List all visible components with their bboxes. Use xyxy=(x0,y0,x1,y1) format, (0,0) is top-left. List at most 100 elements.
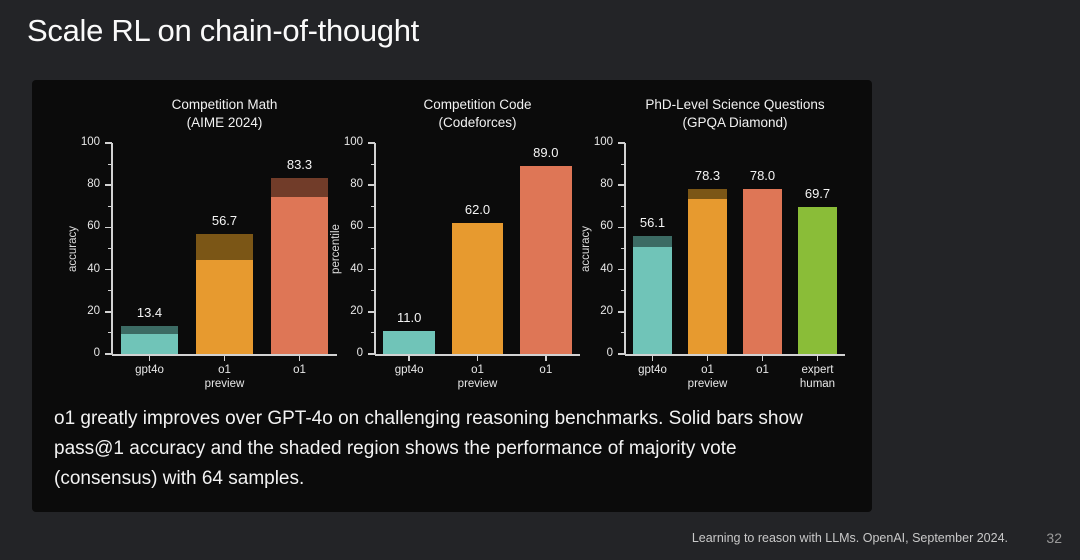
x-tick xyxy=(761,355,764,361)
y-major-tick xyxy=(105,268,112,271)
y-major-tick xyxy=(618,226,625,229)
page-number: 32 xyxy=(1046,530,1062,546)
bar xyxy=(519,166,572,354)
y-minor-tick xyxy=(621,247,625,250)
x-axis-line xyxy=(625,354,845,356)
y-major-tick xyxy=(618,184,625,186)
y-tick-label: 80 xyxy=(87,178,100,191)
bar xyxy=(121,334,178,354)
y-tick-label: 0 xyxy=(606,347,613,359)
y-axis-line xyxy=(624,143,626,355)
y-major-tick xyxy=(105,142,112,144)
y-tick-label: 20 xyxy=(350,304,363,317)
y-tick-label: 60 xyxy=(87,220,100,233)
y-tick-label: 60 xyxy=(350,220,363,233)
x-tick xyxy=(298,355,301,361)
y-major-tick xyxy=(368,353,375,355)
bar-value-label: 11.0 xyxy=(396,309,422,325)
y-major-tick xyxy=(105,184,112,186)
x-category-label: o1 xyxy=(539,364,553,376)
x-category-label: o1 preview xyxy=(687,364,728,390)
x-category-label: o1 xyxy=(756,364,769,376)
y-major-tick xyxy=(618,353,625,355)
y-minor-tick xyxy=(621,163,625,165)
y-tick-label: 80 xyxy=(350,178,363,191)
y-axis-line xyxy=(111,143,113,355)
bar xyxy=(383,330,436,354)
y-tick-label: 100 xyxy=(593,136,613,148)
y-major-tick xyxy=(105,353,112,355)
y-tick-label: 20 xyxy=(87,304,100,317)
bar-value-label: 83.3 xyxy=(286,157,313,173)
x-tick xyxy=(476,355,479,361)
bar xyxy=(688,199,727,354)
caption-text: o1 greatly improves over GPT-4o on chall… xyxy=(54,408,803,489)
x-tick xyxy=(706,355,709,361)
slide-title: Scale RL on chain-of-thought xyxy=(27,13,419,48)
y-tick-label: 0 xyxy=(356,347,363,359)
y-major-tick xyxy=(105,226,112,229)
y-tick-label: 40 xyxy=(600,262,613,275)
y-tick-label: 100 xyxy=(80,136,100,148)
y-major-tick xyxy=(105,311,112,313)
y-axis-line xyxy=(374,143,376,355)
y-major-tick xyxy=(368,268,375,271)
bar xyxy=(633,247,672,354)
bar xyxy=(196,259,253,354)
y-minor-tick xyxy=(621,205,625,207)
y-major-tick xyxy=(368,226,375,229)
y-major-tick xyxy=(368,184,375,186)
x-tick xyxy=(545,355,547,361)
x-tick xyxy=(148,355,151,361)
x-tick xyxy=(408,355,410,361)
bar xyxy=(798,206,837,354)
y-minor-tick xyxy=(108,163,112,165)
bar xyxy=(743,189,782,354)
y-major-tick xyxy=(618,311,625,313)
y-minor-tick xyxy=(371,290,375,292)
bar-value-label: 89.0 xyxy=(533,145,559,161)
y-tick-label: 80 xyxy=(600,178,613,191)
y-tick-label: 0 xyxy=(93,347,100,359)
x-category-label: gpt4o xyxy=(638,364,667,376)
chart-title: Competition Math (AIME 2024) xyxy=(171,97,278,130)
y-minor-tick xyxy=(108,290,112,292)
y-minor-tick xyxy=(371,163,375,165)
x-tick xyxy=(223,355,226,361)
x-tick xyxy=(816,355,819,361)
bar xyxy=(271,197,328,354)
bar-value-label: 13.4 xyxy=(136,304,163,320)
y-major-tick xyxy=(618,142,625,144)
y-major-tick xyxy=(368,311,375,313)
y-major-tick xyxy=(618,268,625,271)
bar-value-label: 78.0 xyxy=(749,168,776,184)
y-minor-tick xyxy=(108,247,112,250)
x-axis-line xyxy=(375,354,580,356)
y-minor-tick xyxy=(371,247,375,250)
x-category-label: o1 preview xyxy=(204,364,245,390)
bar xyxy=(451,223,504,354)
y-minor-tick xyxy=(621,290,625,292)
x-category-label: o1 xyxy=(293,364,306,376)
x-axis-line xyxy=(112,354,337,356)
y-tick-label: 20 xyxy=(600,304,613,317)
y-minor-tick xyxy=(108,332,112,334)
x-category-label: o1 preview xyxy=(457,364,498,390)
y-minor-tick xyxy=(371,205,375,207)
bar-value-label: 78.3 xyxy=(694,167,721,183)
bar-value-label: 62.0 xyxy=(464,202,491,218)
y-major-tick xyxy=(368,142,375,144)
footer-citation: Learning to reason with LLMs. OpenAI, Se… xyxy=(691,531,1008,545)
x-category-label: gpt4o xyxy=(394,364,424,376)
y-tick-label: 40 xyxy=(87,262,100,275)
y-minor-tick xyxy=(621,332,625,334)
chart-title: PhD-Level Science Questions (GPQA Diamon… xyxy=(645,97,825,130)
chart-title: Competition Code (Codeforces) xyxy=(423,97,532,130)
bar-value-label: 56.7 xyxy=(211,213,238,229)
x-category-label: gpt4o xyxy=(135,364,164,376)
